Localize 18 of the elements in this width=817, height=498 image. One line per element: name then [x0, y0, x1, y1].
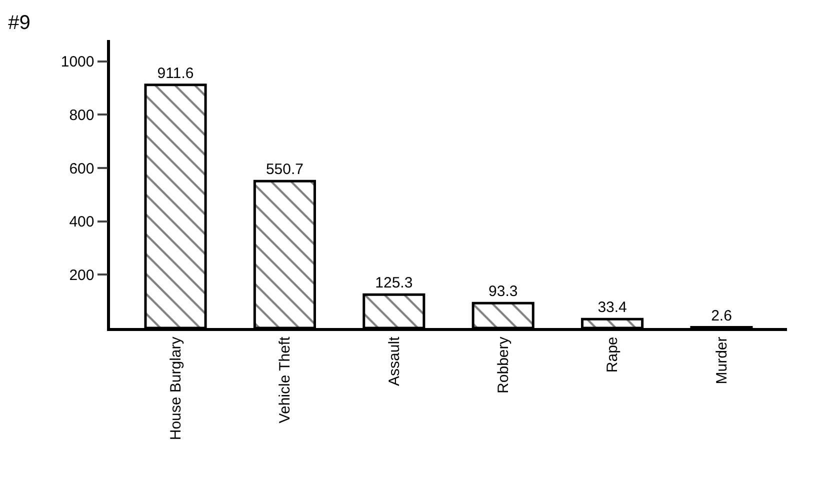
x-tick-label: Rape [604, 336, 622, 373]
x-tick-label: House Burglary [167, 336, 184, 440]
y-tick-label: 800 [69, 106, 94, 124]
y-tick-label: 600 [69, 160, 94, 178]
data-label: 93.3 [488, 283, 518, 300]
chart-title: #9 [8, 12, 30, 34]
data-label: 550.7 [266, 161, 304, 178]
data-label: 33.4 [598, 299, 627, 316]
x-tick-label: Assault [386, 336, 403, 386]
x-tick-label: Vehicle Theft [276, 336, 294, 424]
data-label: 125.3 [375, 274, 413, 292]
y-tick-label: 1000 [60, 54, 94, 71]
x-tick-label: Robbery [494, 336, 512, 394]
data-label: 911.6 [157, 64, 194, 82]
data-label: 2.6 [711, 307, 732, 324]
y-tick-label: 400 [69, 214, 94, 231]
x-tick-label: Murder [713, 336, 730, 384]
y-tick-label: 200 [69, 266, 94, 284]
